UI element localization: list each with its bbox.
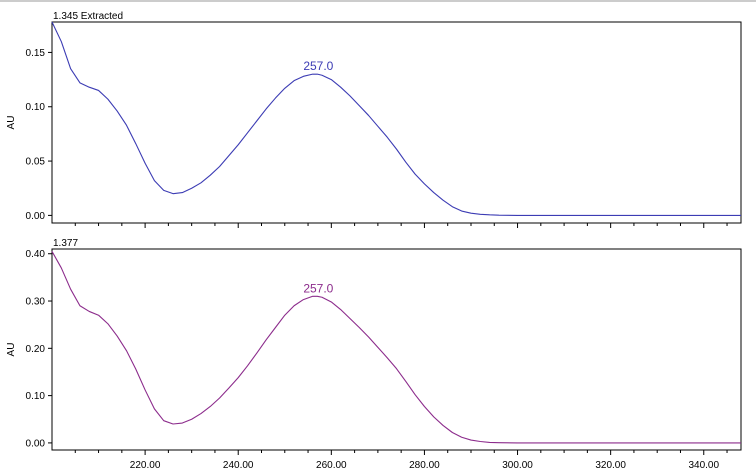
x-tick-label: 220.00 (130, 460, 161, 471)
x-tick-label: 240.00 (223, 460, 254, 471)
spectrum-panel-bottom: 1.377 0.00 0.10 0.20 0.30 0.40 AU 220.00 240.00 2… (6, 238, 742, 471)
x-tick-label: 260.00 (316, 460, 347, 471)
y-axis-label: AU (6, 343, 17, 357)
y-tick-label: 0.00 (26, 211, 46, 222)
y-axis-label: AU (6, 116, 17, 130)
y-tick-label: 0.40 (26, 249, 46, 260)
x-tick-label: 320.00 (595, 460, 626, 471)
plot-frame (51, 21, 742, 224)
panel-title: 1.345 Extracted (53, 11, 123, 22)
y-tick-label: 0.15 (26, 48, 46, 59)
panel-title: 1.377 (53, 238, 78, 249)
y-tick-label: 0.30 (26, 297, 46, 308)
peak-label: 257.0 (303, 281, 333, 295)
y-tick-label: 0.00 (26, 438, 46, 449)
y-tick-label: 0.10 (26, 391, 46, 402)
spectrum-line (51, 21, 741, 216)
spectrum-line (51, 251, 741, 444)
plot-frame (51, 248, 742, 451)
x-tick-label: 340.00 (688, 460, 719, 471)
y-tick-label: 0.20 (26, 344, 46, 355)
x-tick-label: 300.00 (502, 460, 533, 471)
peak-label: 257.0 (303, 59, 333, 73)
spectrum-panel-top: 1.345 Extracted 0.00 0.05 0.10 0.15 AU 257.0 (0, 0, 756, 228)
y-tick-label: 0.10 (26, 102, 46, 113)
x-tick-label: 280.00 (409, 460, 440, 471)
y-tick-label: 0.05 (26, 157, 46, 168)
